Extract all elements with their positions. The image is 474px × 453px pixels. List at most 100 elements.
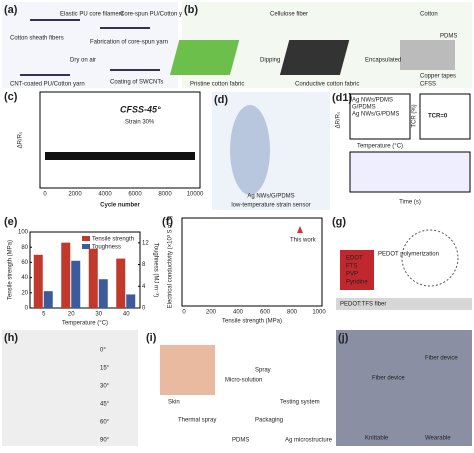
legend: Toughness xyxy=(92,245,121,251)
legend-swatch xyxy=(82,236,90,241)
legend-swatch xyxy=(82,244,90,249)
panel-label: (d1) xyxy=(332,92,353,104)
bar xyxy=(43,291,53,308)
y-tick: 40 xyxy=(21,275,28,281)
angle: 30° xyxy=(100,384,110,390)
fabric xyxy=(169,40,240,75)
x-label: Time (s) xyxy=(399,200,421,206)
axes xyxy=(181,217,323,307)
body xyxy=(230,105,270,195)
annotation: This work xyxy=(290,238,317,244)
x-tick: 8000 xyxy=(158,192,172,198)
bar xyxy=(71,260,81,308)
panel-label: (e) xyxy=(4,216,18,228)
panel-e: (e) Tensile strength (MPa) Toughness (MJ… xyxy=(4,216,158,327)
panel-label: (j) xyxy=(338,332,349,344)
caption: low-temperature strain sensor xyxy=(231,203,310,209)
panel-bg xyxy=(2,2,178,88)
caption: Ag NWs/G/PDMS xyxy=(247,194,294,200)
label: Ag microstructure xyxy=(285,438,333,444)
x-tick: 1000 xyxy=(312,310,326,316)
legend: Ag NWs/G/PDMS xyxy=(352,112,399,118)
panel-label: (a) xyxy=(4,4,18,16)
y-tick: 60 xyxy=(21,260,28,266)
title: CFSS-45° xyxy=(120,104,161,114)
fabric xyxy=(279,40,350,75)
label: CNT-coated PU/Cotton yarn xyxy=(10,82,85,88)
y2-tick: 4 xyxy=(142,284,146,290)
axes xyxy=(349,151,471,193)
label: Core-spun PU/Cotton yarn xyxy=(120,12,191,18)
label: EDOT xyxy=(346,256,363,262)
bar xyxy=(116,258,126,308)
y-label: ΔR/R₀ xyxy=(336,111,342,128)
x-label: Tensile strength (MPa) xyxy=(222,319,282,325)
x-tick: 0 xyxy=(182,310,186,316)
label: Pyridine xyxy=(346,280,368,286)
legend: Tensile strength xyxy=(92,237,134,243)
panel-g: (g) EDOT FTS PVP Pyridine PEDOT polymeri… xyxy=(332,216,472,310)
panel-d1: (d1) Ag NWs/PDMS G/PDMS Ag NWs/G/PDMS ΔR… xyxy=(332,92,471,206)
x-tick: 400 xyxy=(233,310,244,316)
bar xyxy=(126,294,136,308)
label: Fabrication of core-spun yarn xyxy=(90,40,168,46)
y2-tick: 12 xyxy=(142,240,149,246)
molecule xyxy=(401,229,459,287)
y2-tick: 8 xyxy=(142,262,146,268)
x-label: Temperature (°C) xyxy=(357,144,403,150)
y-label: Electrical conductivity (×10³ S m⁻¹) xyxy=(168,216,174,309)
legend: Ag NWs/PDMS xyxy=(352,98,393,104)
panel-label: (h) xyxy=(4,332,18,344)
panel-label: (d) xyxy=(214,94,228,106)
x-label: Temperature (°C) xyxy=(62,321,108,327)
y-tick: 80 xyxy=(21,245,28,251)
label: Wearable xyxy=(425,436,451,442)
axes xyxy=(39,91,201,189)
x-tick: 0 xyxy=(43,192,47,198)
x-tick: 10000 xyxy=(187,192,204,198)
x-tick: 800 xyxy=(287,310,298,316)
bar xyxy=(88,248,98,308)
legend: G/PDMS xyxy=(352,105,376,111)
x-tick: 20 xyxy=(68,312,75,318)
badge: TCR=0 xyxy=(428,114,448,120)
panel-label: (f) xyxy=(162,216,173,228)
label: Skin xyxy=(168,400,180,406)
label: Coating of SWCNTs xyxy=(110,80,163,86)
bar xyxy=(33,254,43,308)
panel-label: (i) xyxy=(146,332,157,344)
x-label: Cycle number xyxy=(100,203,140,209)
axes xyxy=(349,93,411,140)
y-tick: 20 xyxy=(21,290,28,296)
x-tick: 5 xyxy=(42,312,46,318)
label: PDMS xyxy=(440,34,457,40)
marker xyxy=(297,226,303,233)
label: Dry on air xyxy=(70,58,96,64)
label: Encapsulated xyxy=(365,58,401,64)
label: PVP xyxy=(346,272,358,278)
panel-label: (c) xyxy=(4,91,18,103)
panel-d: (d) Ag NWs/G/PDMS low-temperature strain… xyxy=(212,92,330,210)
panel-h: (h) 0° 15° 30° 45° 60° 90° xyxy=(2,330,138,446)
panel-bg xyxy=(212,92,330,210)
panel-label: (b) xyxy=(184,4,198,16)
x-tick: 40 xyxy=(123,312,130,318)
label: Fiber device xyxy=(372,376,405,382)
panel-b: (b) Cellulose fiber Cotton PDMS Dipping … xyxy=(169,2,472,88)
y2-tick: 0 xyxy=(142,306,146,312)
angle: 15° xyxy=(100,366,110,372)
angle: 45° xyxy=(100,402,110,408)
x-tick: 30 xyxy=(95,312,102,318)
x-tick: 6000 xyxy=(128,192,142,198)
panel-a: (a) Elastic PU core filament Core-spun P… xyxy=(2,2,191,88)
label: Cotton sheath fibers xyxy=(10,36,64,42)
panel-label: (g) xyxy=(332,216,346,228)
label: Fiber device xyxy=(425,356,458,362)
skin xyxy=(160,345,215,395)
panel-i: (i) Skin Micro-solution Spray Testing sy… xyxy=(146,332,333,444)
label: FTS xyxy=(346,264,357,270)
x-tick: 2000 xyxy=(68,192,82,198)
label: PDMS xyxy=(232,438,249,444)
axes xyxy=(419,93,471,140)
